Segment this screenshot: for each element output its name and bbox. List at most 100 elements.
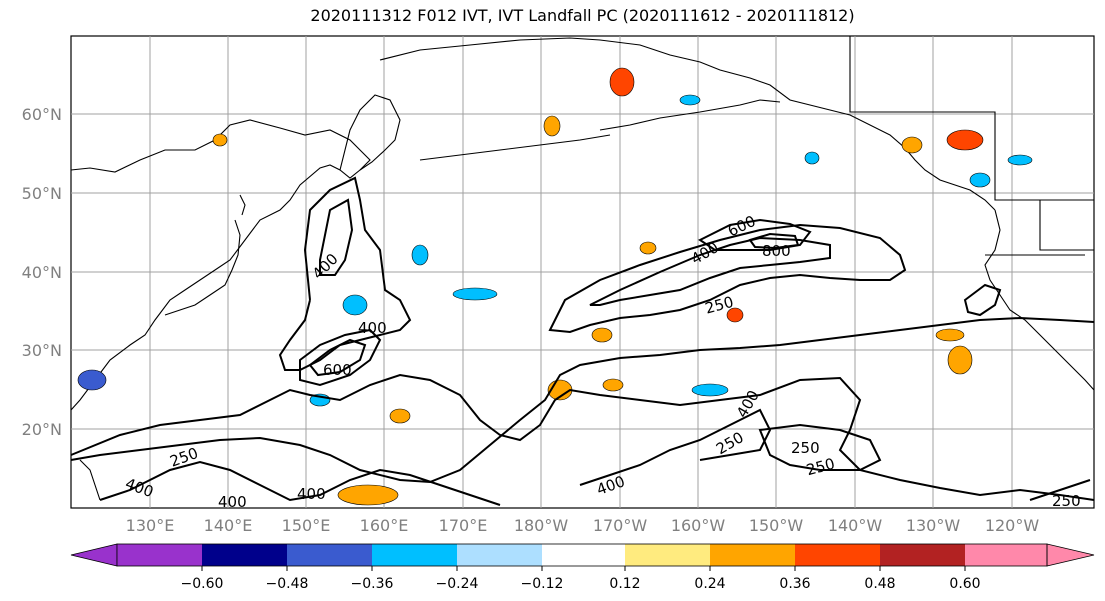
colorbar-tick-2: −0.48 <box>266 576 309 592</box>
lat-label-40: 40°N <box>22 263 62 282</box>
colorbar-tick-labels: −0.60 −0.48 −0.36 −0.24 −0.12 0.12 0.24 … <box>181 576 981 592</box>
aleutians <box>419 134 611 161</box>
colorbar-tick-7: 0.24 <box>694 576 725 592</box>
contour-east-600 <box>698 218 812 251</box>
contour-ak <box>963 283 1002 317</box>
longitude-labels: 130°E 140°E 150°E 160°E 170°E 180°W 170°… <box>126 516 1040 535</box>
contour-south-250 <box>70 316 1095 484</box>
alaska-coast <box>379 37 996 211</box>
lat-label-30: 30°N <box>22 341 62 360</box>
colorbar-tick-8: 0.36 <box>779 576 810 592</box>
contour-west-mid <box>319 198 354 276</box>
colorbar-extend-left <box>70 543 118 567</box>
blob-orange-5 <box>947 345 973 375</box>
colorbar-bin-4 <box>372 544 457 566</box>
lon-label-170w: 170°W <box>593 516 648 535</box>
colorbar-tick-4: −0.24 <box>436 576 479 592</box>
lat-label-20: 20°N <box>22 420 62 439</box>
lat-label-50: 50°N <box>22 184 62 203</box>
lon-label-150e: 150°E <box>282 516 331 535</box>
blob-blue-5 <box>1007 154 1033 166</box>
colorbar-bin-3 <box>287 544 372 566</box>
japan-north <box>239 194 246 216</box>
blob-orange-13 <box>602 378 624 392</box>
label-400-s2: 400 <box>297 485 326 503</box>
contour-se-400 <box>579 408 772 486</box>
colorbar-bin-9 <box>795 544 880 566</box>
blob-orange-9 <box>935 328 965 342</box>
lon-label-130e: 130°E <box>126 516 175 535</box>
colorbar-tick-1: −0.60 <box>181 576 224 592</box>
blob-blue-2 <box>342 294 368 316</box>
colorbar-tick-6: 0.12 <box>609 576 640 592</box>
label-400-s1: 400 <box>218 493 247 511</box>
latitude-gridlines <box>71 113 1094 430</box>
blob-blue-10 <box>804 151 820 165</box>
lon-label-170e: 170°E <box>439 516 488 535</box>
lon-label-160w: 160°W <box>671 516 726 535</box>
contour-west-600 <box>308 338 367 377</box>
blob-orange-1 <box>609 67 635 97</box>
contour-west-400 <box>299 328 382 387</box>
colorbar-outline <box>116 543 1048 567</box>
blob-orange-7 <box>389 408 411 424</box>
contour-se-250 <box>758 423 882 471</box>
map-title: 2020111312 F012 IVT, IVT Landfall PC (20… <box>310 6 855 25</box>
blob-orange-2 <box>946 129 984 151</box>
alaska-south <box>599 99 781 131</box>
colorbar-bin-5 <box>457 544 542 566</box>
colorbar-bin-11 <box>965 544 1047 566</box>
lat-label-60: 60°N <box>22 105 62 124</box>
colorbar-bin-6 <box>542 544 625 566</box>
blob-orange-4 <box>337 484 399 506</box>
border-2 <box>1039 200 1094 251</box>
colorbar-ticks <box>201 566 966 571</box>
lon-label-120w: 120°W <box>985 516 1040 535</box>
label-800-east: 800 <box>762 242 791 260</box>
label-250-se: 250 <box>1052 492 1081 510</box>
ivt-shading <box>77 67 1033 506</box>
blob-blue-4 <box>691 383 729 397</box>
contour-south-400 <box>99 460 501 506</box>
lon-label-130w: 130°W <box>906 516 961 535</box>
blob-blue-9 <box>679 94 701 106</box>
colorbar-tick-3: −0.36 <box>351 576 394 592</box>
contour-east-800 <box>748 232 800 250</box>
blob-orange-12 <box>591 327 613 343</box>
label-400-mid: 400 <box>358 319 387 337</box>
lon-label-140w: 140°W <box>828 516 883 535</box>
philippines <box>79 459 101 501</box>
colorbar-bin-1 <box>117 544 202 566</box>
kamchatka-coast <box>339 94 401 171</box>
border-1 <box>849 36 1094 201</box>
colorbar-tick-5: −0.12 <box>521 576 564 592</box>
contour-west-outer <box>278 176 412 371</box>
contour-east-250 <box>548 223 907 334</box>
blob-blue-7 <box>411 244 429 266</box>
contour-far-se <box>1029 479 1091 501</box>
lon-label-150w: 150°W <box>749 516 804 535</box>
colorbar-bin-10 <box>880 544 965 566</box>
colorbar-tick-9: 0.48 <box>864 576 895 592</box>
blob-blue-1 <box>452 287 498 301</box>
japan <box>164 219 241 316</box>
na-coast <box>984 209 1095 391</box>
lon-label-140e: 140°E <box>204 516 253 535</box>
latitude-labels: 60°N 50°N 40°N 30°N 20°N <box>22 105 62 439</box>
lon-label-180w: 180°W <box>514 516 569 535</box>
lon-label-160e: 160°E <box>360 516 409 535</box>
colorbar-bin-8 <box>710 544 795 566</box>
blob-blue-3 <box>77 369 107 391</box>
colorbar-bin-7 <box>625 544 710 566</box>
colorbar-tick-10: 0.60 <box>949 576 980 592</box>
contour-south-250-b <box>70 373 1095 501</box>
blob-orange-11 <box>212 133 228 147</box>
contour-east-400 <box>589 236 831 306</box>
label-250-s2: 250 <box>791 439 820 457</box>
colorbar: −0.60 −0.48 −0.36 −0.24 −0.12 0.12 0.24 … <box>70 543 1095 592</box>
label-600-mid: 600 <box>323 361 352 379</box>
blob-orange-10 <box>726 307 744 323</box>
blob-orange-3 <box>901 136 923 154</box>
colorbar-extend-right <box>1046 543 1095 567</box>
